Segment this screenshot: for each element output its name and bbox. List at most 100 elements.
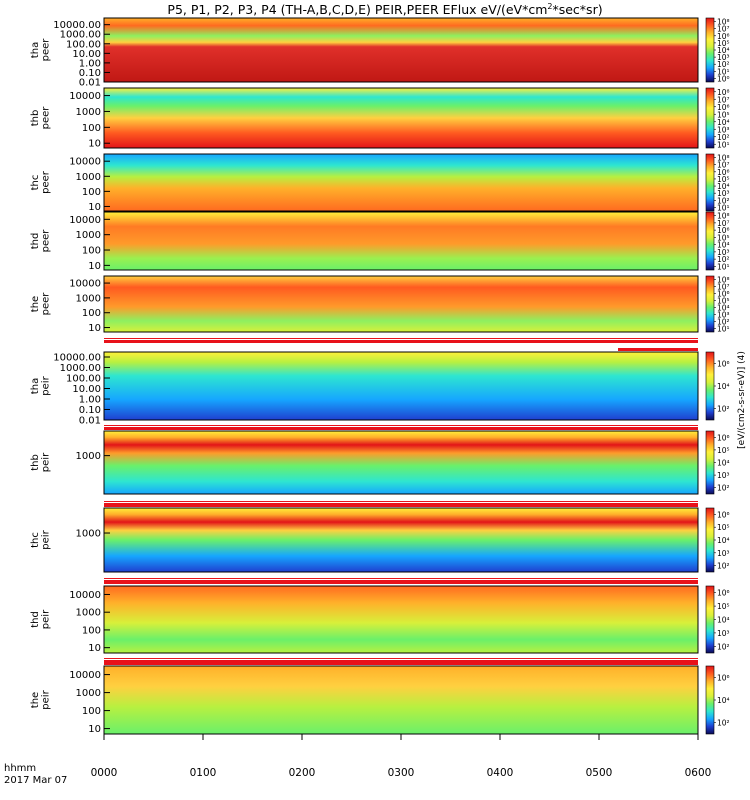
panel-ylabel: thdpeer bbox=[30, 229, 52, 253]
y-tick-label: 1000 bbox=[76, 608, 101, 619]
colorbar-tick-label: 10¹ bbox=[717, 262, 730, 271]
y-tick-label: 0.10 bbox=[79, 68, 101, 79]
panel-ylabel: thcpeer bbox=[30, 170, 52, 194]
colorbar-tick-label: 10⁷ bbox=[717, 95, 730, 104]
title-tail: *sec*sr) bbox=[552, 2, 602, 17]
probe-name: thc bbox=[30, 532, 41, 548]
colorbar-tick-label: 10¹ bbox=[717, 203, 730, 212]
colorbar-tick-label: 10⁸ bbox=[717, 212, 730, 221]
colorbar bbox=[705, 585, 715, 654]
product-name: peir bbox=[41, 689, 52, 709]
x-tick-label: 0300 bbox=[388, 767, 415, 779]
probe-name: thd bbox=[30, 611, 41, 628]
y-tick-label: 0.01 bbox=[79, 416, 101, 427]
panel-ylabel: thepeir bbox=[30, 689, 52, 709]
y-tick-label: 100.00 bbox=[66, 374, 101, 385]
probe-name: thb bbox=[30, 454, 41, 471]
mode-bar-gap bbox=[104, 339, 698, 340]
colorbar bbox=[705, 275, 715, 333]
probe-name: the bbox=[30, 692, 41, 708]
probe-name: thd bbox=[30, 233, 41, 250]
y-tick-label: 10 bbox=[88, 139, 101, 150]
time-axis: 0000 0100 0200 0300 0400 0500 0600 hhmm 2017 M… bbox=[4, 734, 711, 786]
colorbar-tick-label: 10⁶ bbox=[717, 673, 730, 682]
colorbar-tick-label: 10² bbox=[717, 405, 730, 414]
colorbar-tick-label: 10⁷ bbox=[717, 219, 730, 228]
panel-ylabel: thapeer bbox=[30, 38, 52, 62]
colorbar-tick-label: 10⁶ bbox=[717, 103, 730, 112]
colorbar-tick-label: 10³ bbox=[717, 311, 730, 320]
y-tick-label: 10000 bbox=[69, 157, 101, 168]
colorbar-tick-label: 10² bbox=[717, 255, 730, 264]
colorbar-unit-label: [eV/(cm2-s-sr-eV)] (4) bbox=[737, 351, 747, 449]
colorbar-tick-label: 10² bbox=[717, 196, 730, 205]
colorbar-tick-label: 10⁵ bbox=[717, 523, 730, 532]
colorbar-tick-label: 10⁴ bbox=[717, 459, 730, 468]
colorbar-tick-label: 10⁴ bbox=[717, 241, 730, 250]
colorbar-tick-label: 10⁵ bbox=[717, 233, 730, 242]
title-superscript: 2 bbox=[547, 2, 552, 11]
panel-frame bbox=[103, 507, 699, 573]
panel-tha-peir: thapeir10000.001000.00100.0010.001.000.1… bbox=[30, 351, 730, 427]
panel-ylabel: thbpeer bbox=[30, 106, 52, 130]
y-tick-label: 100 bbox=[82, 123, 101, 134]
product-name: peir bbox=[41, 609, 52, 629]
colorbar-tick-label: 10² bbox=[717, 642, 730, 651]
colorbar-tick-label: 10⁷ bbox=[717, 283, 730, 292]
colorbar-tick-label: 10³ bbox=[717, 248, 730, 257]
x-tick-label: 0000 bbox=[91, 767, 118, 779]
figure-title: P5, P1, P2, P3, P4 (TH-A,B,C,D,E) PEIR,P… bbox=[167, 2, 602, 17]
panel-the-peer: thepeer1000010001001010⁸10⁷10⁶10⁵10⁴10³1… bbox=[30, 275, 730, 334]
y-tick-label: 1000.00 bbox=[60, 363, 101, 374]
colorbar-tick-label: 10³ bbox=[717, 189, 730, 198]
spectrogram-image bbox=[104, 352, 698, 420]
colorbar-tick-label: 10⁵ bbox=[717, 175, 730, 184]
colorbar-tick-label: 10³ bbox=[717, 53, 730, 62]
colorbar-tick-label: 10⁵ bbox=[717, 39, 730, 48]
y-tick-label: 1000 bbox=[76, 529, 101, 540]
mode-bar-gap bbox=[104, 502, 698, 503]
y-tick-label: 10000.00 bbox=[53, 353, 101, 364]
probe-name: tha bbox=[30, 378, 41, 394]
colorbar-tick-label: 10⁶ bbox=[717, 290, 730, 299]
colorbar-tick-label: 10² bbox=[717, 133, 730, 142]
product-name: peer bbox=[41, 38, 52, 62]
panel-thd-peir: thdpeir 10000 1000 100 10 10⁶ 10⁵ 10⁴ 10³ 10² bbox=[30, 585, 730, 654]
colorbar-tick-label: 10⁶ bbox=[717, 359, 730, 368]
x-tick-label: 0200 bbox=[289, 767, 316, 779]
panel-ylabel: thapeir bbox=[30, 375, 52, 395]
colorbar-tick-label: 10² bbox=[717, 60, 730, 69]
colorbar-tick-label: 10⁸ bbox=[717, 154, 730, 163]
colorbar-tick-label: 10⁴ bbox=[717, 46, 730, 55]
product-name: peer bbox=[41, 229, 52, 253]
colorbar-tick-label: 10³ bbox=[717, 125, 730, 134]
colorbar-tick-label: 10⁴ bbox=[717, 182, 730, 191]
colorbar bbox=[705, 87, 715, 149]
colorbar-tick-label: 10³ bbox=[717, 629, 730, 638]
colorbar bbox=[705, 17, 715, 83]
colorbar-tick-label: 10¹ bbox=[717, 140, 730, 149]
product-name: peir bbox=[41, 529, 52, 549]
y-tick-label: 1.00 bbox=[79, 395, 101, 406]
spectrogram-image bbox=[104, 666, 698, 734]
probe-name: thb bbox=[30, 110, 41, 127]
panel-frame bbox=[103, 17, 699, 83]
spectrogram-image bbox=[104, 508, 698, 572]
colorbar-tick-label: 10⁴ bbox=[717, 536, 730, 545]
spectrogram-panels: thapeer10000.001000.00100.0010.001.000.1… bbox=[30, 17, 730, 735]
panel-thb-peer: thbpeer1000010001001010⁸10⁷10⁶10⁵10⁴10³1… bbox=[30, 87, 730, 150]
colorbar-tick-label: 10⁸ bbox=[717, 276, 730, 285]
panel-ylabel: thcpeir bbox=[30, 529, 52, 549]
y-tick-label: 10000 bbox=[69, 590, 101, 601]
spectrogram-image bbox=[104, 154, 698, 211]
spectrogram-image bbox=[104, 18, 698, 82]
panel-ylabel: thbpeir bbox=[30, 452, 52, 472]
colorbar-tick-label: 10⁵ bbox=[717, 297, 730, 306]
colorbar-tick-label: 10⁴ bbox=[717, 616, 730, 625]
colorbar bbox=[705, 507, 715, 573]
title-main: P5, P1, P2, P3, P4 (TH-A,B,C,D,E) PEIR,P… bbox=[167, 2, 547, 17]
colorbar-tick-label: 10³ bbox=[717, 471, 730, 480]
y-tick-label: 1000.00 bbox=[60, 30, 101, 41]
product-name: peir bbox=[41, 375, 52, 395]
panel-thc-peir: thcpeir 1000 10⁶ 10⁵ 10⁴ 10³ 10² bbox=[30, 507, 730, 573]
